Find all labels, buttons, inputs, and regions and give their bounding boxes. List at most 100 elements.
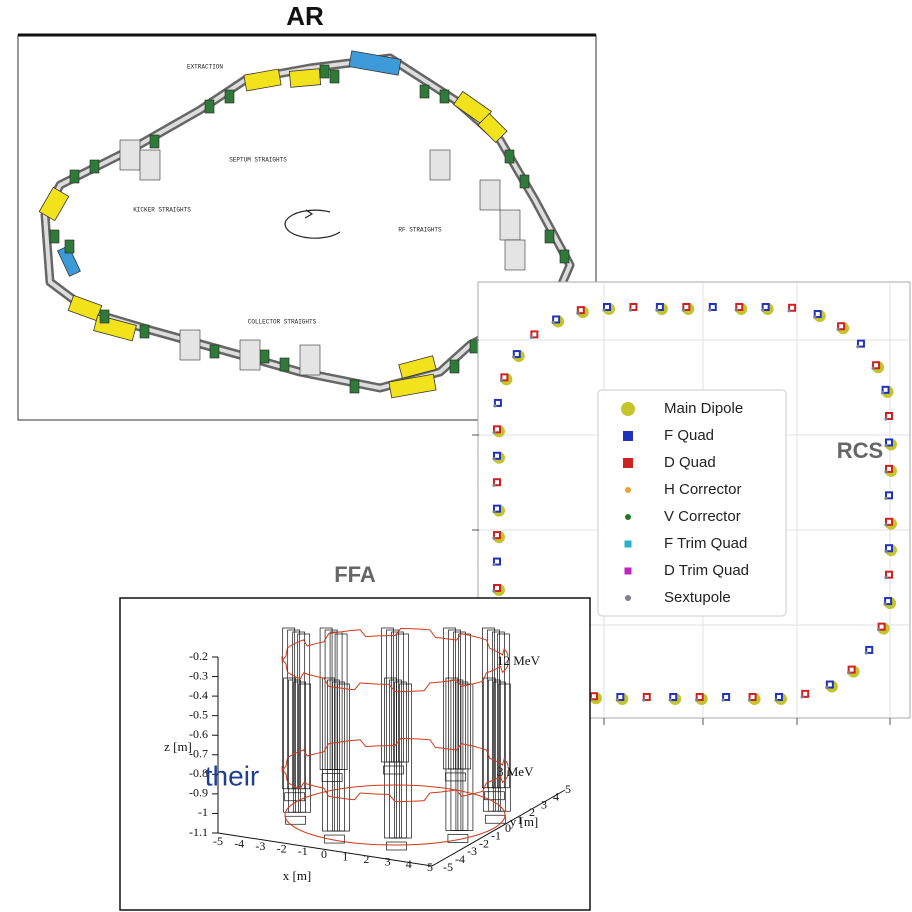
sextupole-marker [642, 698, 646, 702]
z-tick-label: -0.9 [189, 786, 208, 800]
sextupole-marker [492, 457, 496, 461]
magnet-footprint [285, 815, 306, 825]
ar-panel: EXTRACTION SEPTUM STRAIGHTS KICKER STRAI… [17, 33, 597, 421]
sextupole-marker [884, 470, 888, 474]
magnet [559, 249, 570, 264]
magnet [329, 69, 340, 84]
z-tick-label: -0.3 [189, 668, 208, 682]
sextupole-marker [708, 308, 712, 312]
quad-marker-center [803, 691, 808, 696]
quad-marker-center [684, 305, 689, 309]
x-axis-label: x [m] [283, 868, 312, 883]
magnet-footprint [447, 834, 469, 843]
dipole [477, 112, 508, 144]
straight-section [179, 329, 201, 361]
legend-marker [625, 595, 631, 601]
quad-marker-center [887, 519, 891, 524]
magnet [99, 309, 110, 324]
straight-section [119, 139, 141, 171]
magnet-footprint [484, 814, 506, 824]
sextupole-marker [734, 308, 738, 312]
magnet [349, 379, 360, 394]
magnet-column [297, 633, 311, 790]
legend-marker [623, 431, 633, 441]
quad-marker-center [710, 305, 715, 309]
x-tick-label: 0 [321, 847, 327, 861]
sextupole-marker [884, 576, 888, 580]
y-tick-label: 1 [517, 813, 523, 827]
sextupole-marker [884, 496, 888, 500]
magnet [64, 239, 75, 254]
quad-marker-center [737, 305, 742, 309]
magnet [439, 89, 450, 104]
legend-label: F Trim Quad [664, 535, 747, 552]
ar-label: KICKER STRAIGHTS [133, 207, 191, 214]
quad-marker-center [495, 400, 500, 405]
magnet [204, 99, 215, 114]
sextupole-marker [883, 602, 887, 606]
y-tick-label: 4 [553, 790, 559, 804]
magnet-column [337, 683, 350, 832]
straight-section [429, 149, 451, 181]
magnet-footprint [324, 834, 345, 844]
z-tick-label: -1.1 [189, 825, 208, 839]
ar-title: AR [286, 1, 324, 31]
quad-marker-center [886, 599, 891, 604]
ar-direction [284, 209, 341, 239]
magnet-footprint [484, 791, 505, 801]
sextupole-marker [681, 308, 685, 312]
y-tick-label: 3 [541, 797, 547, 811]
quad-marker-center [879, 624, 884, 629]
quad-marker-center [618, 695, 623, 699]
magnet-footprint [445, 772, 466, 782]
quad-marker-center [495, 559, 499, 564]
quad-marker-center [849, 667, 854, 672]
sextupole-marker [628, 308, 633, 312]
sextupole-marker [813, 315, 817, 319]
x-tick-label: 4 [406, 857, 412, 871]
magnet-column [334, 633, 348, 770]
quad-marker-center [495, 453, 499, 458]
y-tick-label: 2 [529, 805, 535, 819]
sextupole-marker [615, 698, 619, 702]
quad-marker-center [605, 305, 609, 309]
z-tick-label: -0.7 [189, 747, 208, 761]
sextupole-marker [884, 417, 888, 421]
quad-marker-center [815, 312, 820, 317]
sextupole-marker [576, 311, 580, 315]
orbit-annotation: 3 MeV [497, 764, 534, 779]
ar-components [38, 50, 570, 399]
quad-marker-center [495, 506, 499, 511]
axis-box [217, 789, 566, 867]
magnet [139, 324, 150, 339]
ar-label: SEPTUM STRAIGHTS [229, 157, 287, 164]
magnet [519, 174, 530, 189]
magnet [49, 229, 60, 244]
quad-marker-center [886, 414, 891, 418]
quad-marker-center [554, 317, 559, 322]
straight-section [239, 339, 261, 371]
sextupole-marker [761, 308, 765, 312]
orbit-12mev [281, 627, 509, 693]
z-tick-label: -0.6 [189, 727, 208, 741]
magnet [69, 169, 80, 184]
x-tick-label: 2 [363, 852, 369, 866]
sextupole-marker [877, 628, 881, 632]
dipole [388, 373, 437, 399]
x-tick-label: -1 [298, 844, 308, 858]
dipole [288, 68, 322, 88]
sextupole-marker [493, 404, 497, 408]
x-tick-label: 1 [342, 849, 348, 863]
sextupole-marker [747, 698, 752, 702]
sextupole-marker [774, 698, 778, 702]
rf-block [348, 50, 402, 76]
ar-label: EXTRACTION [187, 64, 223, 71]
y-tick-label: -3 [467, 844, 477, 858]
sextupole-marker [836, 327, 840, 331]
magnet [504, 149, 515, 164]
magnet-footprint [284, 792, 306, 802]
quad-marker-center [657, 305, 662, 309]
legend-marker [623, 458, 633, 468]
legend-marker [624, 567, 632, 575]
quad-marker-center [777, 695, 781, 699]
